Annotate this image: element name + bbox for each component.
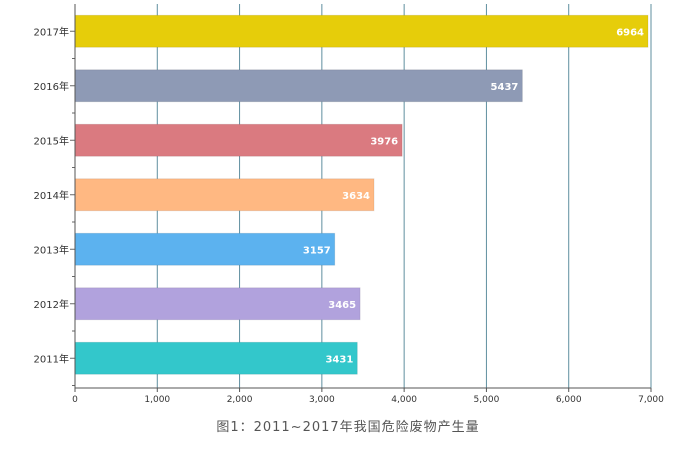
data-label: 6964 [616,27,644,38]
bar [74,341,358,375]
data-label: 3465 [328,300,356,311]
y-tick-label: 2016年 [34,80,69,93]
x-tick-label: 2,000 [227,395,253,405]
y-tick-label: 2012年 [34,298,69,311]
bar [74,123,403,157]
x-tick-label: 4,000 [391,395,417,405]
y-tick-label: 2015年 [34,134,69,147]
data-label: 3634 [342,191,370,202]
x-tick-label: 0 [72,395,78,405]
bar [74,232,336,266]
chart-caption: 图1：2011~2017年我国危险废物产生量 [216,420,480,435]
bar [74,178,375,212]
chart-svg: 2017年 6964 2016年 5437 2015年 3976 2014年 3634 2013… [34,4,664,405]
bar [74,287,361,321]
y-tick-label: 2011年 [34,352,69,365]
x-tick-label: 7,000 [638,395,664,405]
y-tick-label: 2013年 [34,243,69,256]
y-tick-label: 2014年 [34,189,69,202]
y-tick-label: 2017年 [34,25,69,38]
bar [74,14,649,48]
x-tick-label: 5,000 [474,395,500,405]
bar-chart: 2017年 6964 2016年 5437 2015年 3976 2014年 3634 2013… [34,4,664,405]
x-tick-label: 3,000 [309,395,335,405]
x-tick-label: 6,000 [556,395,582,405]
data-label: 5437 [491,82,519,93]
data-label: 3431 [325,354,353,365]
bar [74,69,523,103]
x-tick-label: 1,000 [144,395,170,405]
data-label: 3157 [303,245,331,256]
data-label: 3976 [370,136,398,147]
